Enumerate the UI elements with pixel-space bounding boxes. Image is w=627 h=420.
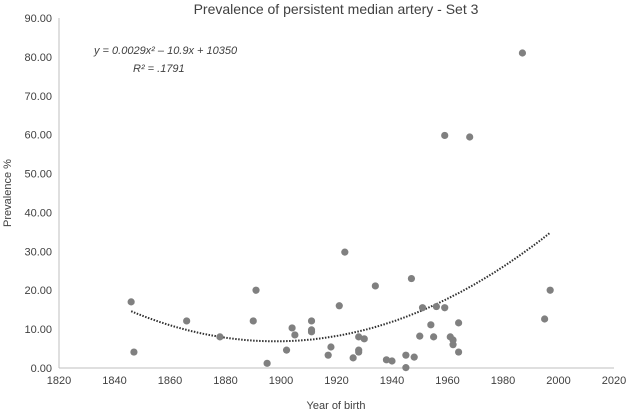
data-point xyxy=(130,348,138,356)
y-tick-label: 50.00 xyxy=(24,169,52,181)
data-point xyxy=(349,354,357,362)
data-point xyxy=(410,353,418,361)
y-tick-label: 30.00 xyxy=(24,246,52,258)
trendline-equation: y = 0.0029x² – 10.9x + 10350 xyxy=(93,45,238,57)
data-point xyxy=(432,302,440,311)
trendline xyxy=(130,231,551,343)
x-tick-label: 1900 xyxy=(269,375,293,387)
data-point xyxy=(430,333,438,341)
data-point xyxy=(541,315,549,323)
data-point xyxy=(455,348,463,356)
data-point xyxy=(402,364,410,372)
data-point xyxy=(546,286,554,294)
y-tick-label: 20.00 xyxy=(24,285,52,297)
data-point xyxy=(371,282,379,290)
data-point xyxy=(418,304,427,312)
y-tick-label: 70.00 xyxy=(24,91,52,103)
y-tick-label: 60.00 xyxy=(24,130,52,142)
data-point xyxy=(263,359,271,367)
data-point xyxy=(252,286,260,294)
data-point xyxy=(355,348,363,356)
y-tick-label: 40.00 xyxy=(24,207,52,219)
data-point xyxy=(307,317,316,325)
data-point xyxy=(382,356,391,364)
chart-title: Prevalence of persistent median artery -… xyxy=(194,1,479,17)
data-point xyxy=(282,346,291,354)
data-point xyxy=(427,321,435,329)
data-point xyxy=(327,343,335,351)
data-point xyxy=(216,333,224,341)
data-point xyxy=(402,351,410,359)
data-point xyxy=(388,357,396,365)
data-point xyxy=(291,331,299,339)
data-point xyxy=(416,332,424,340)
x-axis-label: Year of birth xyxy=(307,400,366,412)
y-axis-label: Prevalence % xyxy=(2,159,14,227)
x-tick-label: 2020 xyxy=(602,375,626,387)
data-point xyxy=(441,304,449,312)
x-tick-label: 1880 xyxy=(213,375,237,387)
y-tick-label: 10.00 xyxy=(24,324,52,336)
data-point xyxy=(466,133,474,141)
data-point xyxy=(183,317,191,325)
data-point xyxy=(455,319,463,327)
data-point xyxy=(449,341,457,349)
data-point xyxy=(249,317,257,325)
x-tick-label: 1860 xyxy=(158,375,182,387)
data-point xyxy=(324,351,332,359)
x-tick-label: 1820 xyxy=(47,375,71,387)
data-point xyxy=(407,274,416,283)
y-tick-label: 0.00 xyxy=(31,363,52,375)
data-point xyxy=(360,335,368,343)
trendline-r2: R² = .1791 xyxy=(133,63,185,75)
x-tick-label: 2000 xyxy=(546,375,570,387)
x-tick-label: 1920 xyxy=(324,375,348,387)
data-point xyxy=(355,333,363,341)
x-tick-label: 1980 xyxy=(491,375,515,387)
data-point xyxy=(127,298,135,306)
data-point xyxy=(341,248,349,256)
y-tick-label: 80.00 xyxy=(24,52,52,64)
x-tick-label: 1940 xyxy=(380,375,404,387)
data-point xyxy=(518,49,527,57)
x-tick-label: 1840 xyxy=(102,375,126,387)
data-point xyxy=(288,324,296,332)
y-tick-label: 90.00 xyxy=(24,13,52,25)
data-point xyxy=(441,131,449,140)
data-point xyxy=(335,302,343,310)
data-point xyxy=(307,328,316,336)
x-tick-label: 1960 xyxy=(435,375,459,387)
